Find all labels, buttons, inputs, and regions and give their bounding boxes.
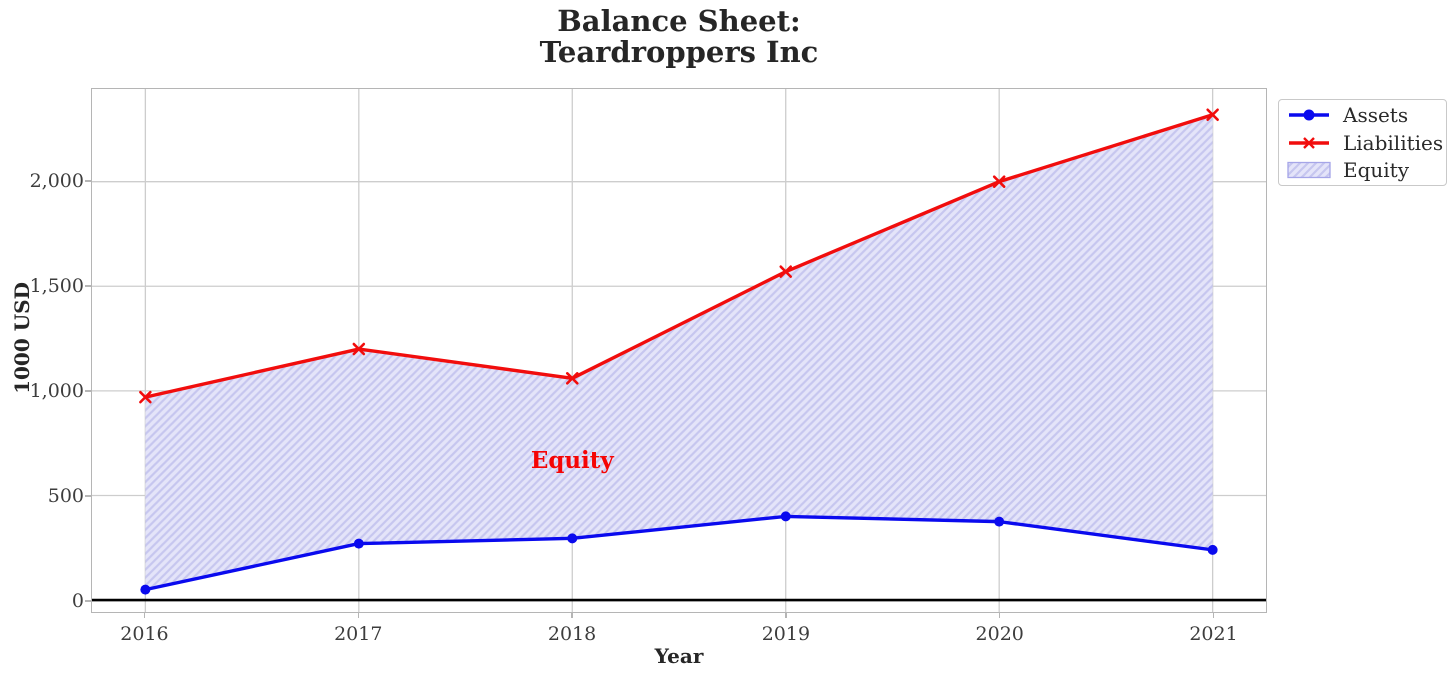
legend: Assets Liabilities Equity <box>1278 99 1447 186</box>
y-tick-label: 500 <box>47 485 84 508</box>
x-tick-mark <box>357 613 359 618</box>
x-tick-label: 2020 <box>975 623 1024 645</box>
x-tick-label: 2019 <box>761 623 811 645</box>
x-tick-mark <box>999 613 1001 618</box>
legend-item-liabilities: Liabilities <box>1287 129 1443 157</box>
y-axis-label: 1000 USD <box>10 282 34 394</box>
y-tick-mark <box>85 390 91 392</box>
equity-hatch-sample-icon <box>1287 162 1331 179</box>
x-tick-label: 2018 <box>547 623 597 645</box>
plot-area: Equity <box>91 88 1267 613</box>
assets-line-sample-icon <box>1289 109 1329 121</box>
equity-annotation: Equity <box>531 447 615 474</box>
x-axis-label: Year <box>654 644 704 668</box>
y-tick-mark <box>85 600 91 602</box>
y-tick-label: 1,000 <box>29 380 84 403</box>
chart-title: Balance Sheet: Teardroppers Inc <box>91 6 1267 68</box>
legend-item-equity: Equity <box>1287 156 1438 184</box>
x-tick-label: 2017 <box>334 623 383 645</box>
x-tick-mark <box>1212 613 1215 618</box>
x-tick-label: 2021 <box>1189 623 1238 645</box>
chart-title-line2: Teardroppers Inc <box>539 35 819 69</box>
chart-title-line1: Balance Sheet: <box>557 4 801 38</box>
y-tick-label: 0 <box>71 590 84 613</box>
y-tick-mark <box>85 180 91 182</box>
chart-canvas: Equity <box>92 89 1266 612</box>
x-tick-mark <box>785 613 787 618</box>
y-tick-label: 2,000 <box>29 170 84 193</box>
x-tick-mark <box>571 613 573 618</box>
x-tick-mark <box>143 613 146 618</box>
legend-label-equity: Equity <box>1343 158 1410 183</box>
y-tick-label: 1,500 <box>29 275 84 298</box>
x-tick-label: 2016 <box>120 623 169 645</box>
legend-label-liabilities: Liabilities <box>1343 130 1444 155</box>
legend-label-assets: Assets <box>1343 102 1409 127</box>
y-tick-mark <box>85 285 91 287</box>
legend-item-assets: Assets <box>1287 101 1438 129</box>
y-tick-mark <box>85 495 91 497</box>
liabilities-line-sample-icon <box>1289 136 1329 149</box>
